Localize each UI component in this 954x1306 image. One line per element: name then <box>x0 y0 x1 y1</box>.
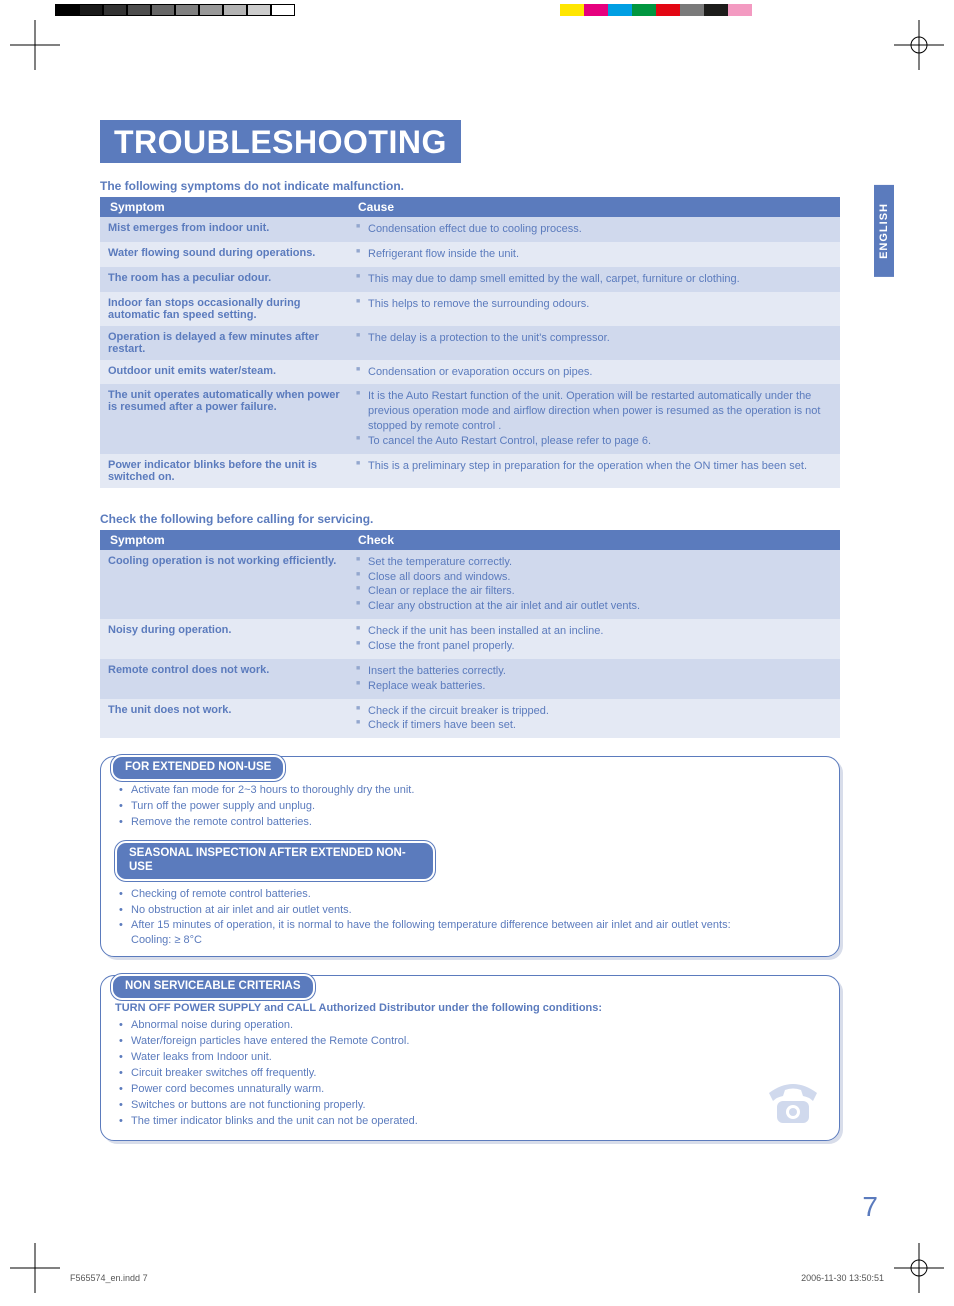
box2-title: NON SERVICEABLE CRITERIAS <box>111 974 315 1000</box>
table-row-cause: Check if the circuit breaker is tripped.… <box>348 699 840 739</box>
table-row-cause: The delay is a protection to the unit's … <box>348 326 840 360</box>
registration-mark-br <box>894 1243 944 1293</box>
page-title: TROUBLESHOOTING <box>100 120 461 163</box>
table-row-cause: This helps to remove the surrounding odo… <box>348 292 840 326</box>
table-row-symptom: The unit operates automatically when pow… <box>100 384 348 453</box>
table2-header-symptom: Symptom <box>100 530 348 550</box>
table-row-symptom: Remote control does not work. <box>100 659 348 699</box>
table-row-symptom: The unit does not work. <box>100 699 348 739</box>
box2-list: Abnormal noise during operation.Water/fo… <box>115 1018 825 1130</box>
box1-sub-title: SEASONAL INSPECTION AFTER EXTENDED NON-U… <box>115 841 435 881</box>
grayscale-strip <box>55 4 295 16</box>
table-row-symptom: Mist emerges from indoor unit. <box>100 217 348 242</box>
table-row-symptom: Power indicator blinks before the unit i… <box>100 454 348 488</box>
table-row-cause: This is a preliminary step in preparatio… <box>348 454 840 488</box>
table-row-symptom: Outdoor unit emits water/steam. <box>100 360 348 385</box>
table-row-cause: Condensation or evaporation occurs on pi… <box>348 360 840 385</box>
table1-header-symptom: Symptom <box>100 197 348 217</box>
box1-sub-list: Checking of remote control batteries.No … <box>115 887 825 935</box>
list-item: No obstruction at air inlet and air outl… <box>115 903 825 919</box>
table-row-symptom: Operation is delayed a few minutes after… <box>100 326 348 360</box>
table-row-cause: Set the temperature correctly.Close all … <box>348 550 840 619</box>
list-item: Checking of remote control batteries. <box>115 887 825 903</box>
table2-body: Cooling operation is not working efficie… <box>100 550 840 738</box>
list-item: The timer indicator blinks and the unit … <box>115 1114 825 1130</box>
print-marks-top <box>0 0 954 30</box>
table-row-cause: Check if the unit has been installed at … <box>348 619 840 659</box>
color-strip <box>560 4 776 16</box>
table-row-cause: This may due to damp smell emitted by th… <box>348 267 840 292</box>
extended-nonuse-box: FOR EXTENDED NON-USE Activate fan mode f… <box>100 756 840 957</box>
box1-title: FOR EXTENDED NON-USE <box>111 755 285 781</box>
footer-marks: F565574_en.indd 7 2006-11-30 13:50:51 <box>0 1253 954 1303</box>
list-item: Power cord becomes unnaturally warm. <box>115 1082 825 1098</box>
page-number: 7 <box>100 1191 894 1223</box>
list-item: After 15 minutes of operation, it is nor… <box>115 918 825 934</box>
language-tab: ENGLISH <box>874 185 894 277</box>
table-row-symptom: Indoor fan stops occasionally during aut… <box>100 292 348 326</box>
table2-header-check: Check <box>348 530 840 550</box>
intro-text-2: Check the following before calling for s… <box>100 512 894 526</box>
list-item: Turn off the power supply and unplug. <box>115 799 825 815</box>
symptoms-table-2: Symptom Check Cooling operation is not w… <box>100 530 840 738</box>
box1-list: Activate fan mode for 2~3 hours to thoro… <box>115 783 825 831</box>
symptoms-table-1: Symptom Cause Mist emerges from indoor u… <box>100 197 840 488</box>
list-item: Remove the remote control batteries. <box>115 815 825 831</box>
intro-text-1: The following symptoms do not indicate m… <box>100 179 894 193</box>
table-row-symptom: Cooling operation is not working efficie… <box>100 550 348 619</box>
phone-icon <box>765 1079 821 1130</box>
list-item: Circuit breaker switches off frequently. <box>115 1066 825 1082</box>
table-row-symptom: Noisy during operation. <box>100 619 348 659</box>
list-item: Activate fan mode for 2~3 hours to thoro… <box>115 783 825 799</box>
table1-header-cause: Cause <box>348 197 840 217</box>
table1-body: Mist emerges from indoor unit.Condensati… <box>100 217 840 488</box>
list-item: Water/foreign particles have entered the… <box>115 1034 825 1050</box>
table-row-cause: It is the Auto Restart function of the u… <box>348 384 840 453</box>
footer-file: F565574_en.indd 7 <box>70 1273 148 1283</box>
box1-note: Cooling: ≥ 8°C <box>115 934 825 946</box>
page-content: TROUBLESHOOTING ENGLISH The following sy… <box>0 30 954 1253</box>
table-row-symptom: Water flowing sound during operations. <box>100 242 348 267</box>
footer-stamp: 2006-11-30 13:50:51 <box>801 1273 884 1283</box>
box2-lead: TURN OFF POWER SUPPLY and CALL Authorize… <box>115 1002 825 1014</box>
table-row-cause: Insert the batteries correctly.Replace w… <box>348 659 840 699</box>
list-item: Switches or buttons are not functioning … <box>115 1098 825 1114</box>
table-row-cause: Condensation effect due to cooling proce… <box>348 217 840 242</box>
list-item: Water leaks from Indoor unit. <box>115 1050 825 1066</box>
list-item: Abnormal noise during operation. <box>115 1018 825 1034</box>
non-serviceable-box: NON SERVICEABLE CRITERIAS TURN OFF POWER… <box>100 975 840 1141</box>
table-row-cause: Refrigerant flow inside the unit. <box>348 242 840 267</box>
table-row-symptom: The room has a peculiar odour. <box>100 267 348 292</box>
registration-mark-bl <box>10 1243 60 1293</box>
